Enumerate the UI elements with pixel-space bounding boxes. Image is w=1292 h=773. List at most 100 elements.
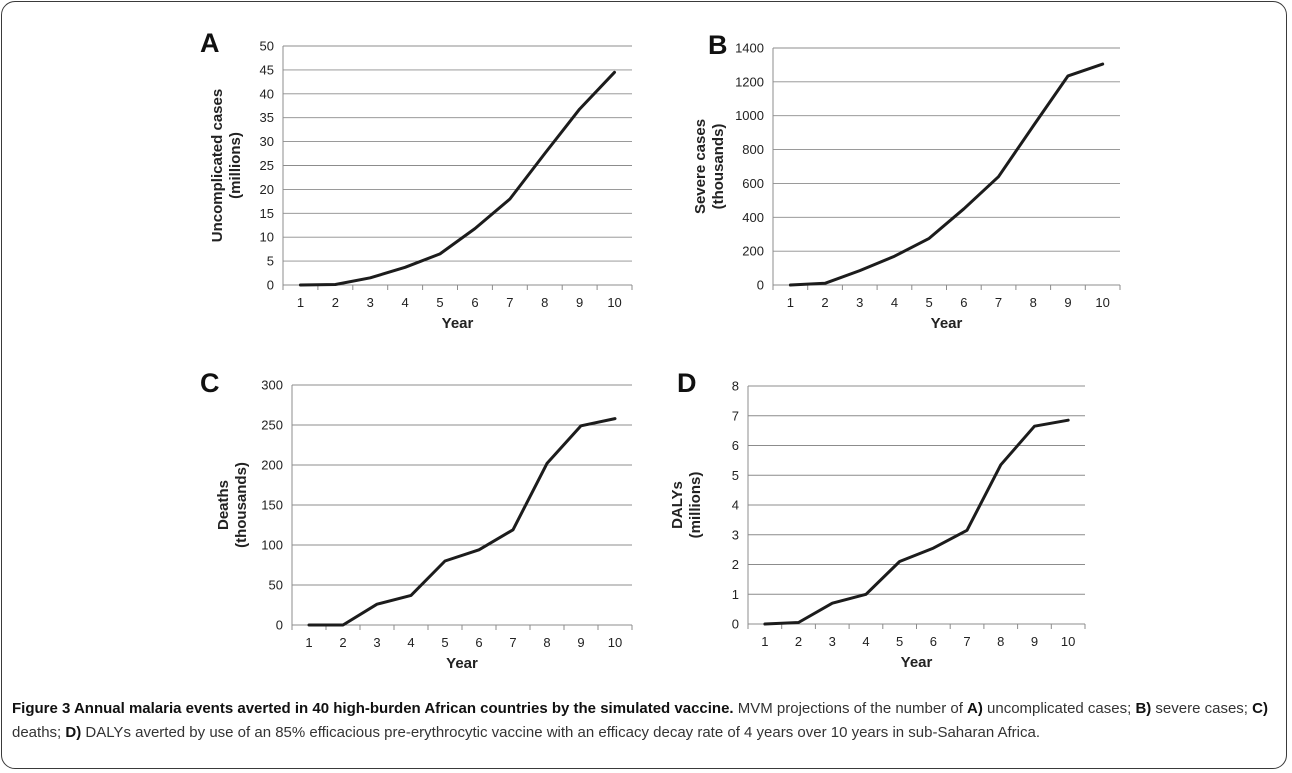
x-tick-label-b-4: 5 [926, 295, 933, 310]
y-tick-label-a-3: 15 [260, 206, 274, 221]
x-tick-label-b-6: 7 [995, 295, 1002, 310]
y-tick-label-d-7: 7 [732, 408, 739, 423]
x-tick-label-a-0: 1 [297, 295, 304, 310]
x-tick-label-b-2: 3 [856, 295, 863, 310]
x-tick-label-b-9: 10 [1095, 295, 1109, 310]
x-tick-label-b-5: 6 [960, 295, 967, 310]
y-tick-label-c-0: 0 [276, 618, 283, 633]
y-tick-label-b-2: 400 [742, 210, 764, 225]
caption-key-b: B) [1135, 700, 1152, 717]
y-tick-label-d-4: 4 [732, 498, 739, 513]
chart-panel-d: 0 1 2 3 4 5 6 7 8 1 2 3 4 5 6 7 8 9 10 Year DALYs(millions) D [669, 368, 1086, 671]
y-tick-label-b-0: 0 [757, 278, 764, 293]
panel-letter-c: C [200, 368, 220, 398]
y-axis-title-d: DALYs(millions) [669, 472, 704, 539]
y-tick-label-a-10: 50 [260, 39, 274, 54]
chart-panel-b: 0 200 400 600 800 1000 1200 1400 1 2 3 4 5 6 7 8 9 10 Year… [692, 30, 1121, 332]
y-tick-label-a-9: 45 [260, 62, 274, 77]
caption-key-d: D) [65, 724, 82, 741]
caption-text-c: deaths; [12, 724, 66, 741]
x-tick-label-c-3: 4 [407, 635, 414, 650]
y-tick-label-c-5: 250 [261, 418, 283, 433]
y-tick-label-a-8: 40 [260, 86, 274, 101]
y-axis-title-c: Deaths(thousands) [215, 462, 250, 548]
x-tick-label-b-0: 1 [787, 295, 794, 310]
y-axis-title-line-c-1: (thousands) [233, 462, 250, 548]
x-tick-label-a-1: 2 [332, 295, 339, 310]
y-axis-title-line-b-0: Severe cases [692, 119, 709, 214]
y-tick-label-c-1: 50 [269, 578, 283, 593]
x-tick-label-c-1: 2 [339, 635, 346, 650]
x-tick-label-a-9: 10 [607, 295, 621, 310]
x-tick-label-c-7: 8 [543, 635, 550, 650]
x-tick-label-d-5: 6 [930, 634, 937, 649]
y-axis-title-b: Severe cases(thousands) [692, 119, 727, 214]
y-tick-label-d-2: 2 [732, 557, 739, 572]
y-tick-label-d-6: 6 [732, 438, 739, 453]
x-tick-label-d-9: 10 [1061, 634, 1075, 649]
x-tick-label-b-8: 9 [1064, 295, 1071, 310]
x-tick-label-d-6: 7 [963, 634, 970, 649]
x-tick-label-b-7: 8 [1030, 295, 1037, 310]
y-tick-label-a-2: 10 [260, 230, 274, 245]
y-axis-title-line-b-1: (thousands) [710, 124, 727, 210]
y-tick-label-b-7: 1400 [735, 41, 764, 56]
y-tick-label-a-7: 35 [260, 110, 274, 125]
y-tick-label-d-1: 1 [732, 587, 739, 602]
y-axis-title-line-c-0: Deaths [215, 480, 232, 530]
x-tick-label-d-3: 4 [862, 634, 869, 649]
x-tick-label-b-1: 2 [821, 295, 828, 310]
y-axis-title-line-d-1: (millions) [687, 472, 704, 539]
y-tick-label-c-3: 150 [261, 498, 283, 513]
y-axis-title-line-d-0: DALYs [669, 481, 686, 529]
caption-title: Figure 3 Annual malaria events averted i… [12, 700, 734, 717]
x-tick-label-c-9: 10 [608, 635, 622, 650]
series-line-d [763, 418, 1070, 626]
y-axis-title-a: Uncomplicated cases(millions) [209, 89, 244, 242]
y-tick-label-a-1: 5 [267, 254, 274, 269]
x-axis-title-b: Year [931, 315, 963, 332]
x-tick-label-d-4: 5 [896, 634, 903, 649]
figure-caption: Figure 3 Annual malaria events averted i… [12, 697, 1280, 745]
x-tick-label-d-2: 3 [829, 634, 836, 649]
x-tick-label-a-3: 4 [402, 295, 409, 310]
y-axis-title-line-a-0: Uncomplicated cases [209, 89, 226, 242]
y-tick-label-d-0: 0 [732, 617, 739, 632]
y-tick-label-b-6: 1200 [735, 74, 764, 89]
y-tick-label-a-4: 20 [260, 182, 274, 197]
x-tick-label-a-7: 8 [541, 295, 548, 310]
chart-panel-c: 0 50 100 150 200 250 300 1 2 3 4 5 6 7 8 9 10 Year Deaths(… [200, 368, 633, 672]
x-axis-title-d: Year [901, 654, 933, 671]
x-tick-label-c-4: 5 [441, 635, 448, 650]
x-tick-label-a-8: 9 [576, 295, 583, 310]
x-tick-label-d-0: 1 [761, 634, 768, 649]
x-axis-title-a: Year [442, 315, 474, 332]
series-line-b [788, 62, 1105, 287]
panel-letter-a: A [200, 28, 220, 58]
y-tick-label-d-3: 3 [732, 527, 739, 542]
x-tick-label-d-8: 9 [1031, 634, 1038, 649]
x-tick-label-c-5: 6 [475, 635, 482, 650]
y-tick-label-a-6: 30 [260, 134, 274, 149]
panel-letter-d: D [677, 368, 697, 398]
caption-intro: MVM projections of the number of [733, 700, 968, 717]
y-tick-label-c-4: 200 [261, 458, 283, 473]
caption-key-c: C) [1252, 700, 1268, 717]
series-line-c [307, 417, 617, 627]
x-tick-label-c-2: 3 [373, 635, 380, 650]
caption-key-a: A) [967, 700, 983, 717]
x-tick-label-a-5: 6 [471, 295, 478, 310]
x-tick-label-d-7: 8 [997, 634, 1004, 649]
y-tick-label-b-3: 600 [742, 176, 764, 191]
x-tick-label-c-8: 9 [577, 635, 584, 650]
series-line-a [298, 70, 616, 287]
x-tick-label-d-1: 2 [795, 634, 802, 649]
y-tick-label-b-1: 200 [742, 244, 764, 259]
x-tick-label-b-3: 4 [891, 295, 898, 310]
x-tick-label-a-6: 7 [506, 295, 513, 310]
caption-text-a: uncomplicated cases; [982, 700, 1136, 717]
y-tick-label-a-0: 0 [267, 278, 274, 293]
